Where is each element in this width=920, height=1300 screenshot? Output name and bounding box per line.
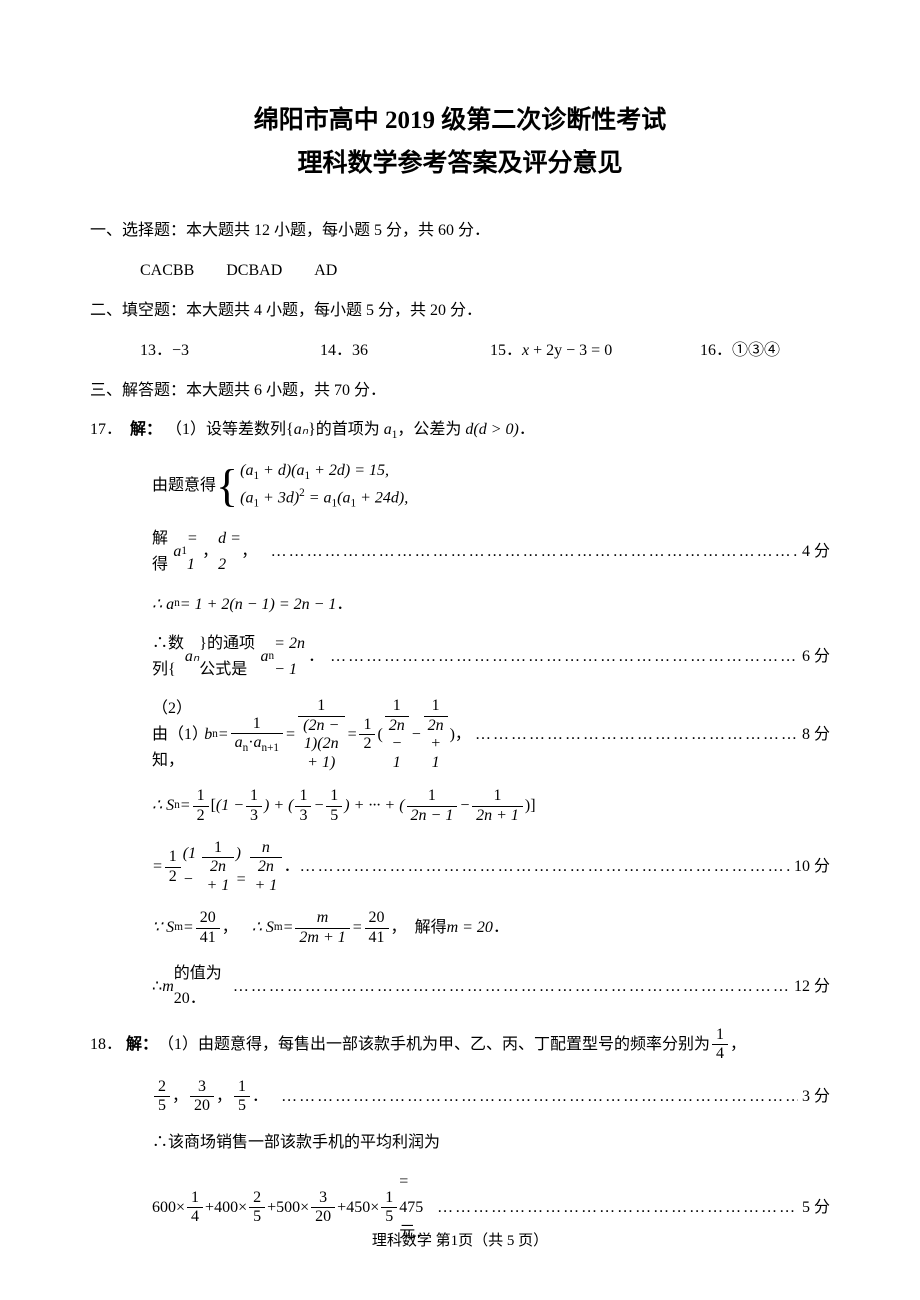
q17-final: ∴ m 的值为 20． 12 分 [152,961,830,1012]
dots-leader [437,1195,798,1221]
dots-leader [271,539,798,565]
q18-body: 25 ， 320 ， 15 ． 3 分 ∴该商场销售一部该款手机的平均利润为 6… [90,1078,830,1246]
fill-15: 15．x + 2y − 3 = 0 [490,335,700,367]
mc-answers: CACBB DCBAD AD [90,255,830,287]
q17-solve: 解得 a1 = 1 ， d = 2 ， 4 分 [152,526,830,577]
dots-leader [281,1084,798,1110]
fill-in-answers: 13．−3 14．36 15．x + 2y − 3 = 0 16．①③④ [90,335,830,367]
question-17: 17． 解： （1）设等差数列{aₙ}的首项为 a1，公差为 d(d > 0)．… [90,417,830,1012]
q17-line-1: 17． 解： （1）设等差数列{aₙ}的首项为 a1，公差为 d(d > 0)． [90,417,830,445]
page-footer: 理科数学 第1页（共 5 页） [0,1229,920,1250]
left-brace-icon: { [216,463,238,509]
section-1-header: 一、选择题：本大题共 12 小题，每小题 5 分，共 60 分． [90,215,830,247]
q18-line-1: 18． 解： （1）由题意得，每售出一部该款手机为甲、乙、丙、丁配置型号的频率分… [90,1026,830,1064]
q17-therefore-1: ∴ an = 1 + 2(n − 1) = 2n − 1． [152,592,830,618]
q17-body: 由题意得 { (a1 + d)(a1 + 2d) = 15, (a1 + 3d)… [90,459,830,1012]
q17-sm: ∵ Sm = 2041 ， ∴ Sm = m2m + 1 = 2041 ， 解得… [152,909,830,947]
title-line-2: 理科数学参考答案及评分意见 [90,143,830,186]
q18-freq: 25 ， 320 ， 15 ． 3 分 [152,1078,830,1116]
section-3-header: 三、解答题：本大题共 6 小题，共 70 分． [90,375,830,407]
fill-13: 13．−3 [140,335,320,367]
fill-16: 16．①③④ [700,335,780,367]
fill-14: 14．36 [320,335,490,367]
q17-therefore-2: ∴数列{aₙ}的通项公式是 an = 2n − 1． 6 分 [152,631,830,682]
q17-part2: （2）由（1）知， bn = 1an·an+1 = 1(2n − 1)(2n +… [152,696,830,773]
section-2-header: 二、填空题：本大题共 4 小题，每小题 5 分，共 20 分． [90,295,830,327]
dots-leader [475,722,798,748]
page-container: 绵阳市高中 2019 级第二次诊断性考试 理科数学参考答案及评分意见 一、选择题… [0,0,920,1300]
q17-cases: 由题意得 { (a1 + d)(a1 + 2d) = 15, (a1 + 3d)… [152,459,830,512]
dots-leader [330,644,798,670]
document-title: 绵阳市高中 2019 级第二次诊断性考试 理科数学参考答案及评分意见 [90,100,830,185]
dots-leader [300,854,790,880]
title-line-1: 绵阳市高中 2019 级第二次诊断性考试 [90,100,830,143]
question-18: 18． 解： （1）由题意得，每售出一部该款手机为甲、乙、丙、丁配置型号的频率分… [90,1026,830,1246]
dots-leader [233,974,790,1000]
q17-sn-line1: ∴ Sn = 12 [ (1 − 13 ) + ( 13 − 15 ) + ··… [152,787,830,825]
q18-p2: ∴该商场销售一部该款手机的平均利润为 [152,1130,830,1156]
q17-sn-line2: = 12 (1 − 12n + 1 ) = n2n + 1 ． 10 分 [152,839,830,895]
